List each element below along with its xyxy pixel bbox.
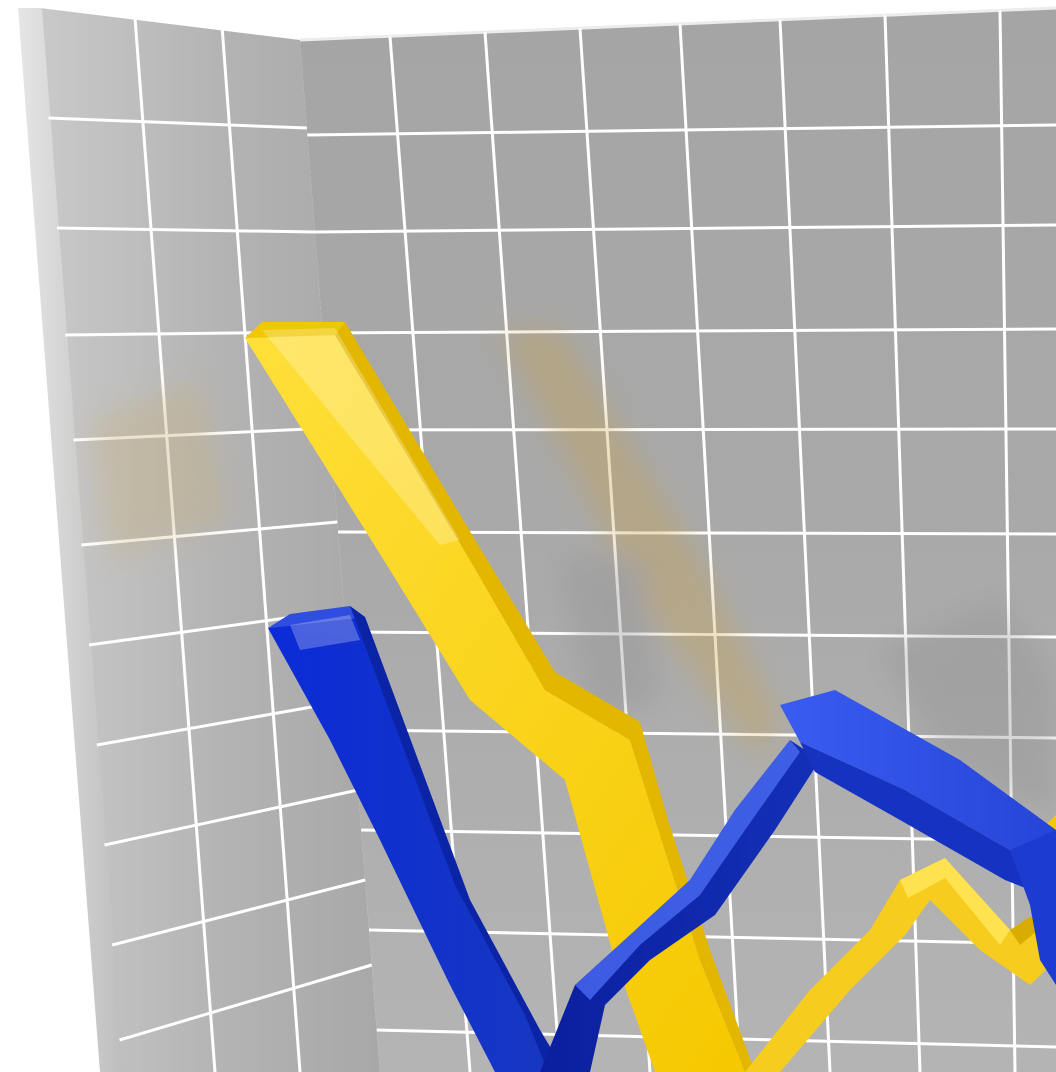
blue-series-ribbon — [268, 606, 1056, 1072]
left-wall-edge — [18, 8, 124, 1072]
back-grid-horizontal-line — [307, 123, 1056, 137]
left-wall — [40, 8, 380, 1072]
left-grid-horizontal-line — [104, 788, 359, 847]
left-grid-horizontal-line — [56, 226, 315, 234]
back-grid-horizontal-line — [330, 427, 1056, 432]
left-grid-horizontal-line — [48, 116, 307, 130]
left-grid-horizontal-line — [111, 878, 366, 947]
back-grid-vertical-line — [678, 23, 742, 1072]
back-grid-horizontal-line — [314, 223, 1056, 234]
back-grid-vertical-line — [778, 19, 832, 1072]
back-grid-vertical-line — [483, 32, 562, 1072]
back-grid-horizontal-line — [322, 327, 1056, 335]
left-grid-horizontal-line — [96, 698, 352, 747]
left-grid-vertical-line — [133, 17, 217, 1072]
gloss-highlights — [262, 328, 460, 650]
yellow-series-ribbon — [245, 322, 1056, 1072]
left-grid-horizontal-line — [119, 963, 373, 1042]
left-grid-vertical-line — [220, 25, 302, 1072]
back-wall-top-edge — [299, 6, 1056, 42]
wall-reflections — [90, 330, 1056, 820]
back-grid-vertical-line — [998, 10, 1017, 1072]
